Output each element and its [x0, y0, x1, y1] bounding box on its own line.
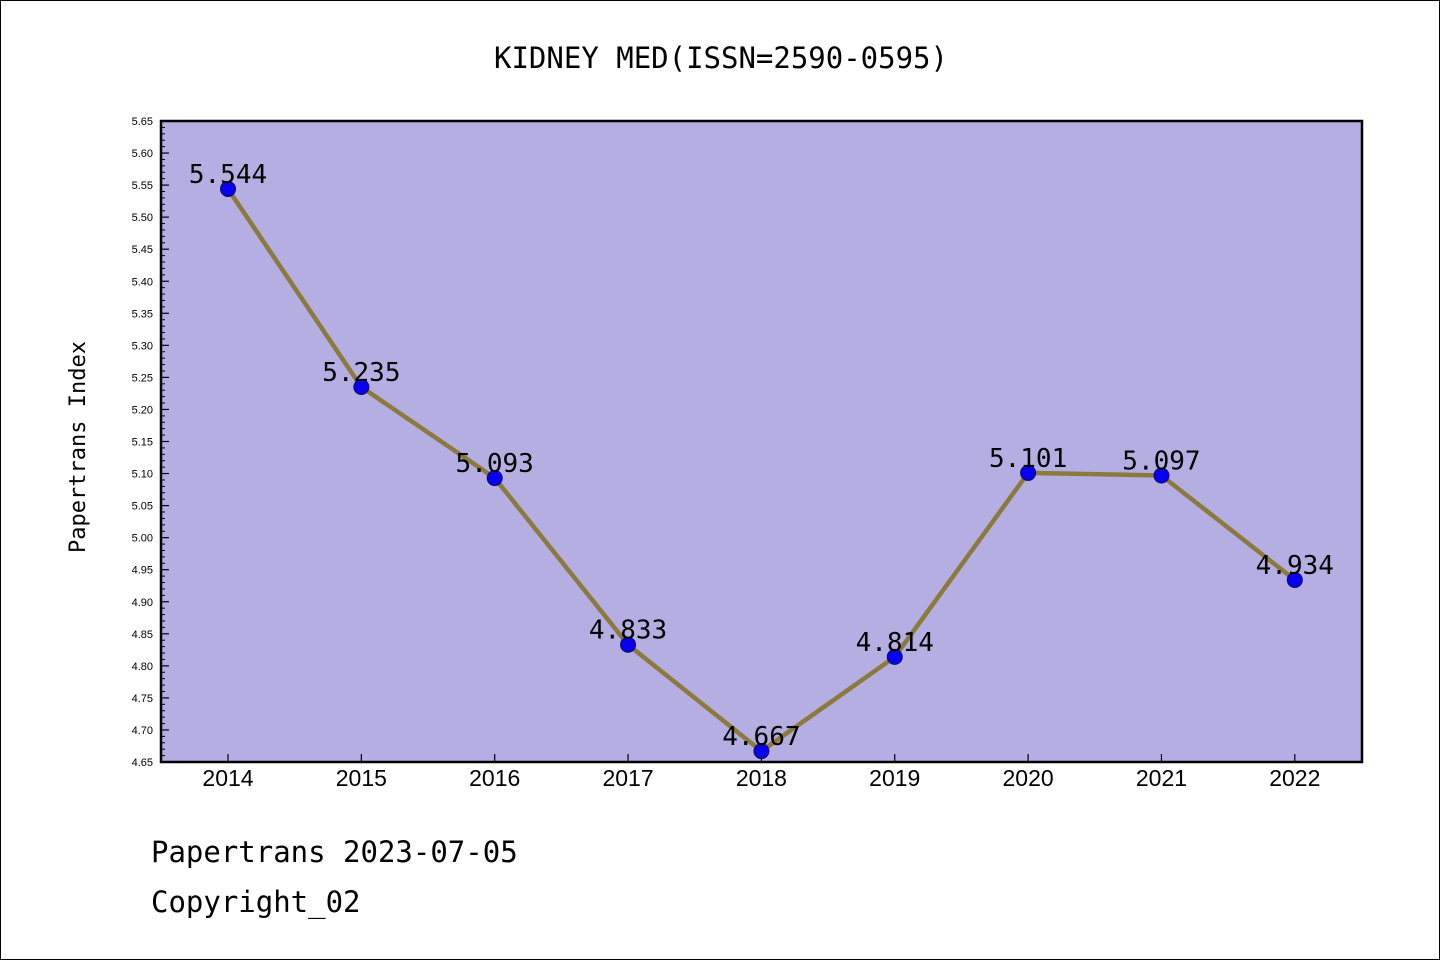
data-label: 4.833: [589, 616, 667, 646]
data-point-marker: [220, 180, 236, 197]
data-point-marker: [1153, 467, 1170, 484]
y-tick-label: 4.75: [132, 693, 153, 705]
y-tick-label: 5.65: [132, 116, 153, 128]
y-tick-label: 5.40: [132, 276, 153, 288]
data-point-marker: [1286, 571, 1303, 588]
data-point-marker: [353, 379, 370, 396]
y-tick-label: 4.80: [132, 661, 153, 673]
x-tick-label: 2017: [602, 765, 653, 791]
x-tick-label: 2020: [1003, 765, 1054, 791]
data-label: 5.544: [189, 160, 267, 190]
y-tick-label: 4.85: [132, 629, 153, 641]
y-tick-label: 5.25: [132, 372, 153, 384]
y-tick-label: 5.05: [132, 501, 153, 513]
y-tick-label: 5.60: [132, 148, 153, 160]
y-tick-label: 5.30: [132, 340, 153, 352]
y-tick-label: 4.70: [132, 725, 153, 737]
y-tick-label: 5.45: [132, 244, 153, 256]
x-tick-label: 2019: [869, 765, 920, 791]
data-labels: 5.544 5.235 5.093 4.833 4.667 4.814 5.101 5.097…: [189, 160, 1334, 752]
data-point-marker: [753, 743, 770, 760]
x-tick-label: 2016: [469, 765, 520, 791]
data-markers: [220, 180, 1303, 760]
data-label: 4.934: [1256, 551, 1334, 581]
chart-title: KIDNEY MED(ISSN=2590-0595): [494, 41, 948, 75]
x-tick-label: 2022: [1269, 765, 1320, 791]
x-axis: 2014 2015 2016 2017 2018 2019 2020 2021 2022: [202, 754, 1320, 791]
data-label: 5.235: [322, 358, 400, 388]
plot-border: [159, 119, 1364, 764]
y-tick-label: 4.65: [132, 757, 153, 769]
y-tick-label: 5.50: [132, 212, 153, 224]
y-tick-label: 5.10: [132, 469, 153, 481]
y-tick-label: 4.90: [132, 597, 153, 609]
y-axis: 4.65 4.70 4.75 4.80 4.85 4.90 4.95 5.00 5.05 5.10…: [132, 116, 169, 769]
data-label: 4.814: [856, 628, 934, 658]
footer-copyright: Copyright_02: [151, 885, 361, 919]
x-tick-label: 2015: [336, 765, 387, 791]
y-tick-label: 5.00: [132, 533, 153, 545]
data-label: 5.101: [989, 444, 1067, 474]
data-label: 5.097: [1122, 446, 1200, 476]
y-axis-label: Papertrans Index: [66, 341, 91, 553]
data-label: 5.093: [456, 449, 534, 479]
y-tick-label: 4.95: [132, 565, 153, 577]
data-label: 4.667: [722, 722, 800, 752]
data-point-marker: [486, 470, 503, 487]
y-tick-label: 5.35: [132, 308, 153, 320]
plot-area: [161, 121, 1362, 762]
data-point-marker: [886, 648, 903, 665]
x-tick-label: 2014: [202, 765, 253, 791]
x-tick-label: 2018: [736, 765, 787, 791]
data-point-marker: [620, 636, 637, 653]
data-point-marker: [1020, 464, 1037, 481]
footer-date-line: Papertrans 2023-07-05: [151, 835, 518, 869]
y-tick-label: 5.55: [132, 180, 153, 192]
y-tick-label: 5.15: [132, 437, 153, 449]
y-tick-label: 5.20: [132, 404, 153, 416]
x-tick-label: 2021: [1136, 765, 1187, 791]
